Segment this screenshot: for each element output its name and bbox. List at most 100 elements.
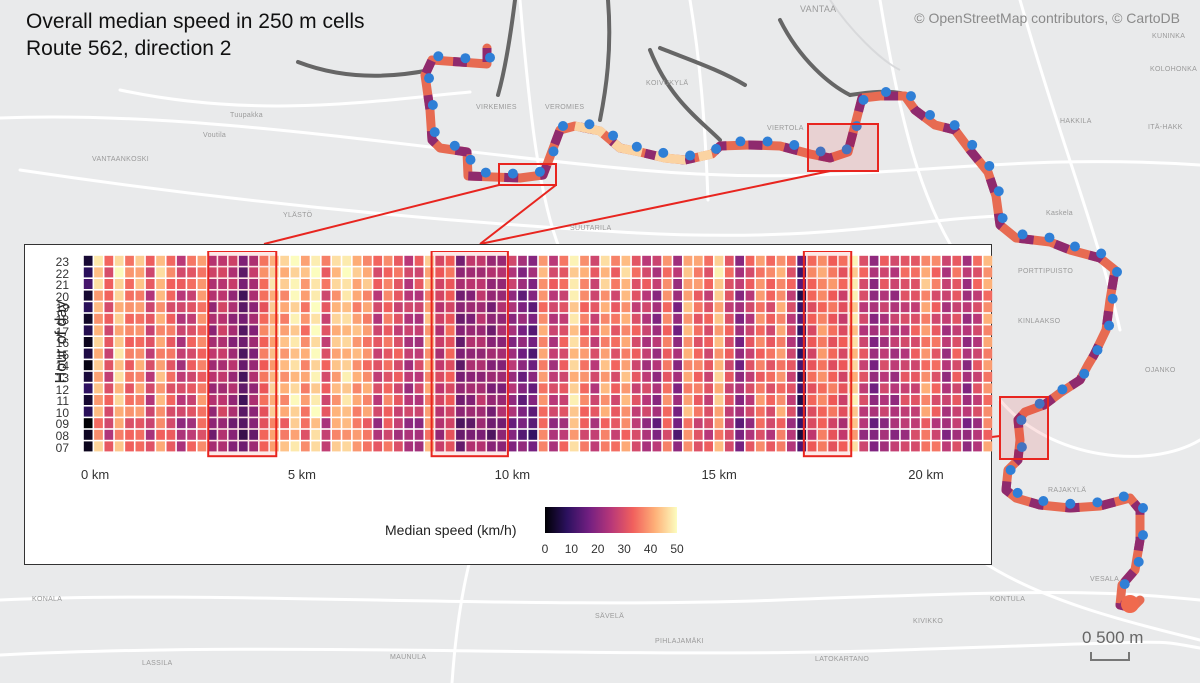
heatmap-cell: [745, 337, 755, 347]
heatmap-cell: [352, 255, 362, 266]
bus-stop-marker: [1092, 345, 1103, 356]
heatmap-cell: [797, 441, 807, 452]
heatmap-cell: [921, 371, 931, 382]
heatmap-cell: [538, 360, 548, 371]
heatmap-cell: [890, 313, 900, 324]
heatmap-cell: [135, 290, 145, 301]
heatmap-cell: [921, 313, 931, 324]
heatmap-cell: [786, 406, 796, 417]
heatmap-cell: [642, 290, 651, 301]
heatmap-cell: [662, 406, 672, 417]
heatmap-cell: [259, 313, 269, 324]
y-tick-label: 12: [55, 382, 69, 397]
heatmap-cell: [631, 325, 641, 336]
heatmap-cell: [218, 418, 227, 429]
y-tick-label: 09: [55, 417, 69, 432]
heatmap-cell: [187, 383, 196, 394]
heatmap-cell: [631, 337, 641, 347]
heatmap-cell: [807, 429, 817, 440]
bus-stop-marker: [424, 73, 435, 84]
heatmap-cell: [394, 337, 403, 347]
heatmap-cell: [425, 325, 434, 336]
heatmap-cell: [487, 337, 496, 347]
x-tick-label: 10 km: [494, 467, 531, 482]
heatmap-cell: [828, 395, 838, 405]
heatmap-cell: [900, 279, 910, 289]
y-tick-label: 19: [55, 301, 69, 316]
heatmap-cell: [425, 337, 434, 347]
heatmap-cell: [621, 290, 631, 301]
heatmap-cell: [962, 383, 972, 394]
heatmap-cell: [145, 429, 155, 440]
heatmap-cell: [352, 337, 362, 347]
heatmap-cell: [363, 267, 372, 278]
heatmap-cell: [414, 325, 424, 336]
heatmap-cell: [176, 441, 186, 452]
heatmap-cell: [331, 383, 341, 394]
heatmap-cell: [259, 325, 269, 336]
heatmap-cell: [518, 337, 527, 347]
heatmap-cell: [507, 337, 517, 347]
heatmap-cell: [538, 441, 548, 452]
heatmap-cell: [818, 395, 827, 405]
heatmap-cell: [300, 441, 310, 452]
heatmap-cell: [425, 267, 434, 278]
heatmap-cell: [662, 395, 672, 405]
heatmap-cell: [518, 290, 527, 301]
heatmap-cell: [394, 302, 403, 313]
heatmap-cell: [445, 371, 455, 382]
heatmap-cell: [611, 267, 620, 278]
heatmap-cell: [207, 325, 217, 336]
heatmap-cell: [714, 290, 724, 301]
heatmap-cell: [600, 279, 610, 289]
heatmap-cell: [218, 279, 227, 289]
bus-stop-marker: [557, 121, 568, 132]
heatmap-cell: [238, 360, 248, 371]
heatmap-cell: [569, 441, 579, 452]
heatmap-cell: [518, 302, 527, 313]
heatmap-cell: [394, 255, 403, 266]
heatmap-cell: [673, 302, 682, 313]
heatmap-cell: [745, 418, 755, 429]
heatmap-cell: [973, 418, 982, 429]
heatmap-cell: [507, 406, 517, 417]
heatmap-cell: [569, 348, 579, 359]
heatmap-cell: [693, 337, 703, 347]
heatmap-cell: [176, 267, 186, 278]
heatmap-cell: [962, 267, 972, 278]
heatmap-cell: [621, 383, 631, 394]
heatmap-cell: [714, 360, 724, 371]
heatmap-cell: [745, 395, 755, 405]
heatmap-cell: [394, 313, 403, 324]
heatmap-cell: [818, 418, 827, 429]
heatmap-cell: [114, 418, 124, 429]
heatmap-cell: [818, 406, 827, 417]
heatmap-cell: [755, 325, 765, 336]
heatmap-cell: [435, 302, 445, 313]
heatmap-cell: [445, 418, 455, 429]
heatmap-cell: [724, 337, 734, 347]
heatmap-cell: [466, 337, 476, 347]
heatmap-cell: [590, 290, 600, 301]
heatmap-cell: [125, 429, 134, 440]
heatmap-cell: [621, 360, 631, 371]
heatmap-cell: [497, 429, 507, 440]
heatmap-cell: [476, 441, 486, 452]
heatmap-cell: [331, 337, 341, 347]
heatmap-cell: [280, 290, 290, 301]
heatmap-cell: [549, 418, 558, 429]
heatmap-cell: [973, 279, 982, 289]
heatmap-cell: [125, 371, 134, 382]
heatmap-cell: [476, 371, 486, 382]
heatmap-cell: [600, 360, 610, 371]
heatmap-cell: [487, 325, 496, 336]
heatmap-cell: [331, 290, 341, 301]
heatmap-cell: [404, 429, 414, 440]
heatmap-cell: [735, 267, 745, 278]
heatmap-cell: [218, 406, 227, 417]
heatmap-cell: [249, 255, 258, 266]
heatmap-cell: [156, 267, 165, 278]
heatmap-cell: [590, 383, 600, 394]
heatmap-cell: [83, 255, 93, 266]
